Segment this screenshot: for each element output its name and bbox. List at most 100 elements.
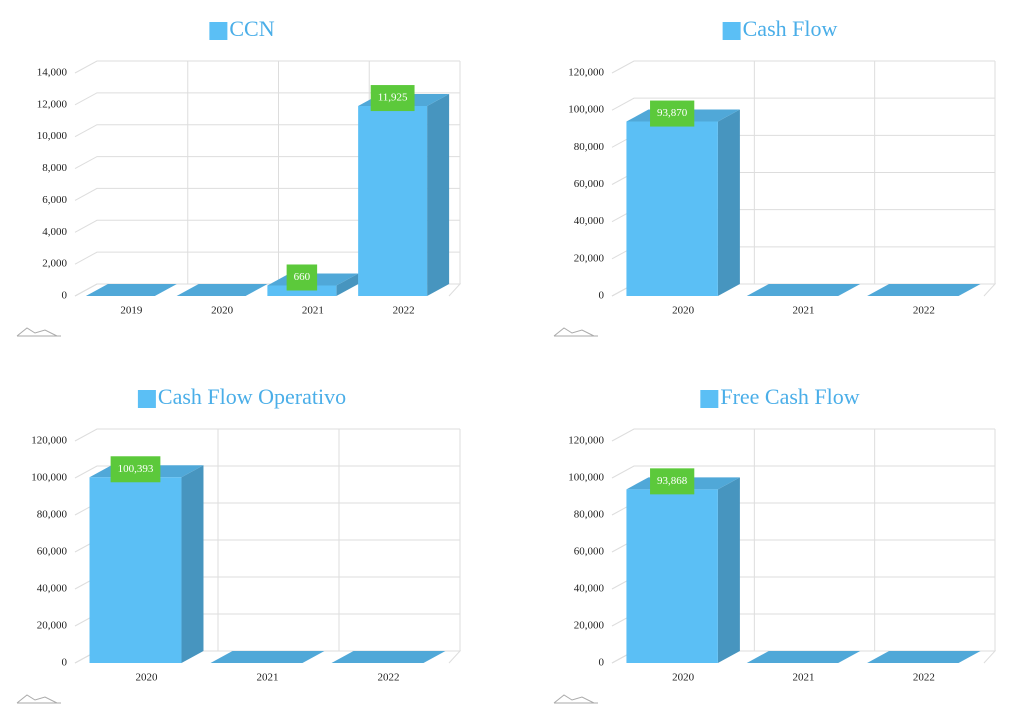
grid-line (74, 219, 460, 233)
x-tick-label: 2021 (793, 305, 815, 317)
y-tick-label: 80,000 (574, 509, 605, 521)
bar (867, 651, 981, 663)
y-tick-label: 0 (62, 657, 68, 669)
y-tick-label: 40,000 (574, 583, 605, 595)
bar-front (626, 121, 718, 296)
y-tick-label: 0 (62, 290, 68, 302)
bar-front (358, 106, 428, 296)
legend-marker (700, 390, 719, 408)
value-label-box (370, 85, 415, 112)
y-tick-label: 40,000 (37, 583, 68, 595)
value-label-box (650, 100, 695, 127)
bar (331, 651, 446, 663)
bar-top (746, 284, 861, 296)
x-tick-label: 2021 (302, 305, 324, 317)
y-tick-label: 40,000 (574, 215, 605, 227)
value-label: 11,925 (378, 92, 408, 104)
chart-title: Cash Flow (743, 16, 838, 41)
logo (16, 327, 61, 337)
x-tick-label: 2021 (257, 672, 279, 684)
y-tick-label: 12,000 (37, 98, 68, 110)
bar-front (267, 285, 337, 296)
y-tick-label: 120,000 (31, 435, 67, 447)
y-tick-label: 120,000 (568, 67, 604, 79)
y-tick-label: 100,000 (568, 104, 604, 116)
logo (553, 694, 598, 704)
y-tick-label: 8,000 (42, 162, 67, 174)
bar-side (181, 465, 204, 663)
bar-top (867, 284, 981, 296)
grid-line (74, 124, 460, 138)
value-label: 100,393 (118, 463, 154, 475)
grid-line (74, 60, 460, 74)
bar-side (336, 273, 359, 296)
y-tick-label: 120,000 (568, 435, 604, 447)
y-tick-label: 20,000 (574, 620, 605, 632)
bar-side (717, 477, 740, 663)
bar-side (427, 94, 450, 296)
logo (553, 327, 598, 337)
y-tick-label: 60,000 (574, 178, 605, 190)
bar (746, 651, 861, 663)
bar-side (717, 109, 740, 296)
bar-top (176, 284, 268, 296)
y-tick-label: 4,000 (42, 226, 67, 238)
bar (626, 477, 740, 663)
x-tick-label: 2022 (378, 672, 400, 684)
bar-top (746, 651, 861, 663)
bar-top (210, 651, 325, 663)
bar-front (89, 477, 182, 663)
y-tick-label: 6,000 (42, 194, 67, 206)
grid-line (74, 187, 460, 201)
y-tick-label: 100,000 (568, 472, 604, 484)
x-tick-label: 2020 (211, 305, 234, 317)
bar (210, 651, 325, 663)
x-tick-label: 2022 (913, 672, 935, 684)
grid-line (74, 156, 460, 170)
y-tick-label: 100,000 (31, 472, 67, 484)
value-label: 93,868 (657, 475, 688, 487)
grid-line (611, 428, 995, 442)
value-label: 660 (294, 271, 311, 283)
grid-line (74, 428, 460, 442)
x-tick-label: 2022 (393, 305, 415, 317)
bar-top (331, 651, 446, 663)
bar (626, 109, 740, 296)
x-tick-label: 2020 (136, 672, 159, 684)
grid-line (74, 251, 460, 265)
value-label-box (650, 468, 695, 495)
y-tick-label: 80,000 (37, 509, 68, 521)
y-tick-label: 80,000 (574, 141, 605, 153)
bar-top (867, 651, 981, 663)
grid-line (74, 92, 460, 106)
y-tick-label: 60,000 (574, 546, 605, 558)
x-tick-label: 2021 (793, 672, 815, 684)
value-label-box (110, 456, 161, 483)
y-tick-label: 14,000 (37, 67, 68, 79)
legend-marker (209, 22, 228, 40)
y-tick-label: 0 (599, 290, 605, 302)
bar (89, 465, 204, 663)
bar (358, 94, 450, 296)
y-tick-label: 0 (599, 657, 605, 669)
logo (16, 694, 61, 704)
bar-front (626, 489, 718, 663)
chart-title: Free Cash Flow (720, 384, 859, 409)
y-tick-label: 20,000 (37, 620, 68, 632)
y-tick-label: 60,000 (37, 546, 68, 558)
y-tick-label: 20,000 (574, 252, 605, 264)
y-tick-label: 10,000 (37, 130, 68, 142)
chart-title: Cash Flow Operativo (158, 384, 346, 409)
x-tick-label: 2020 (672, 672, 695, 684)
x-tick-label: 2019 (120, 305, 143, 317)
x-tick-label: 2020 (672, 305, 695, 317)
bar-top (85, 284, 177, 296)
grid-line (611, 60, 995, 74)
value-label-box (286, 264, 318, 291)
value-label: 93,870 (657, 107, 688, 119)
bar (867, 284, 981, 296)
bar (746, 284, 861, 296)
y-tick-label: 2,000 (42, 258, 67, 270)
x-tick-label: 2022 (913, 305, 935, 317)
